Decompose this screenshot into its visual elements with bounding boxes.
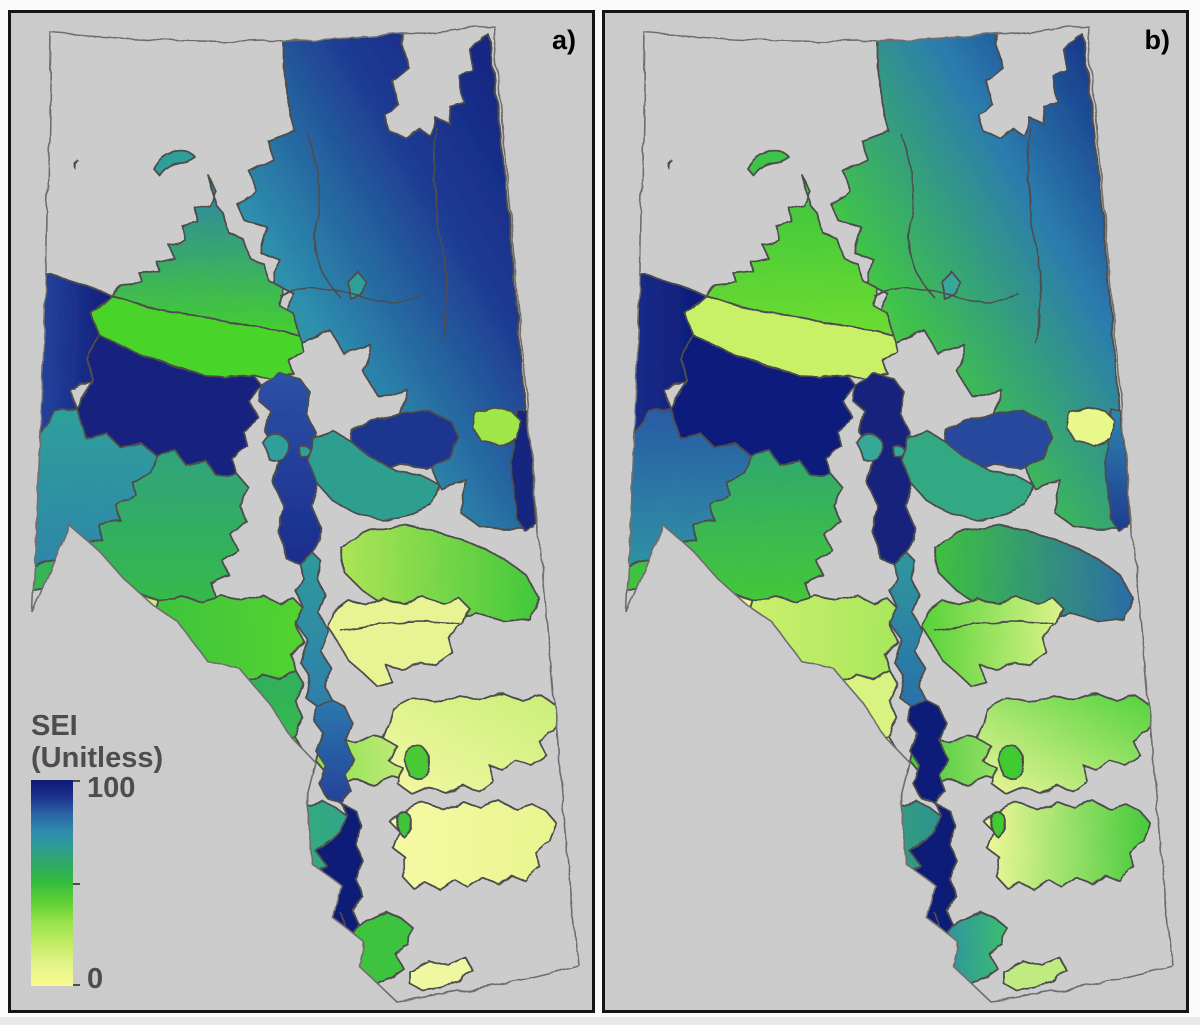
watershed-region-K — [922, 596, 1064, 686]
watershed-region-N2 — [313, 700, 354, 804]
watershed-region-K — [328, 596, 470, 686]
sub-basin-boundary — [667, 158, 672, 170]
watershed-region-armteal — [308, 430, 440, 522]
watershed-region-C — [150, 594, 304, 684]
sub-basin-boundary — [1027, 127, 1042, 344]
watershed-region-eaststrip — [1104, 407, 1132, 532]
sub-basin-boundary — [899, 132, 936, 299]
watershed-region-M2 — [395, 811, 411, 839]
watershed-region-B — [52, 590, 164, 676]
sub-basin-boundary — [433, 127, 448, 344]
watershed-region-H — [754, 797, 944, 882]
map-panel-a: a) SEI (Unitless) 100 0 — [8, 10, 595, 1013]
sei-legend: SEI (Unitless) 100 0 — [31, 711, 163, 995]
watershed-region-lakeA — [856, 433, 884, 462]
legend-colorbar — [31, 780, 73, 986]
watershed-region-tinylake — [822, 731, 833, 743]
watershed-region-M2 — [989, 811, 1005, 839]
legend-min-label: 0 — [87, 963, 104, 995]
watershed-region-sliver — [408, 957, 474, 992]
legend-title-line2: (Unitless) — [31, 741, 164, 774]
watershed-region-N2 — [907, 700, 948, 804]
watershed-region-M1 — [402, 745, 432, 780]
panel-label-a: a) — [551, 25, 576, 55]
province-outline — [32, 24, 579, 1002]
figure-bottom-margin — [0, 1017, 1200, 1025]
watershed-region-tinylake — [228, 731, 239, 743]
sub-basin-boundary — [278, 287, 427, 303]
watershed-region-L2 — [982, 800, 1151, 892]
watershed-region-bayblob — [346, 270, 366, 300]
watershed-region-M1 — [996, 745, 1026, 780]
legend-tick-mid — [73, 883, 80, 885]
watershed-region-eaststrip — [510, 407, 538, 532]
sub-basin-boundary — [916, 880, 927, 912]
watershed-region-sliver — [1002, 957, 1068, 992]
watershed-region-L2 — [388, 800, 557, 892]
legend-colorbar-body: 100 0 — [31, 772, 163, 995]
watershed-region-N5 — [936, 964, 954, 989]
sub-basin-boundary — [872, 287, 1021, 303]
watershed-region-N5 — [342, 964, 360, 989]
watershed-region-lakeA — [262, 433, 290, 462]
sub-basin-boundary — [305, 132, 342, 299]
sub-basin-boundary — [340, 621, 462, 632]
watershed-region-nepatch — [472, 407, 522, 446]
legend-title-line1: SEI — [31, 710, 78, 743]
watershed-region-H — [160, 797, 350, 882]
legend-title: SEI (Unitless) — [31, 711, 163, 774]
watershed-region-D — [712, 670, 898, 744]
alberta-watershed-map-b — [626, 24, 1173, 1002]
watershed-region-nwlake — [746, 149, 790, 176]
watershed-region-B — [646, 590, 758, 676]
province-outline — [626, 24, 1173, 1002]
sub-basin-boundary — [934, 621, 1056, 632]
watershed-region-ne — [236, 26, 536, 529]
watershed-region-nwlake — [152, 149, 196, 176]
map-panel-b: b) — [602, 10, 1189, 1013]
watershed-region-ne — [830, 26, 1130, 529]
sub-basin-boundary — [322, 880, 333, 912]
watershed-region-armteal — [902, 430, 1034, 522]
legend-tick-max — [73, 780, 80, 782]
watershed-region-C — [744, 594, 898, 684]
watershed-region-nepatch — [1066, 407, 1116, 446]
alberta-watershed-map-a — [32, 24, 579, 1002]
sub-basin-boundary — [73, 158, 78, 170]
legend-max-label: 100 — [87, 772, 136, 804]
watershed-region-bayblob — [940, 270, 960, 300]
legend-tick-min — [73, 984, 80, 986]
panel-label-b: b) — [1144, 25, 1170, 55]
